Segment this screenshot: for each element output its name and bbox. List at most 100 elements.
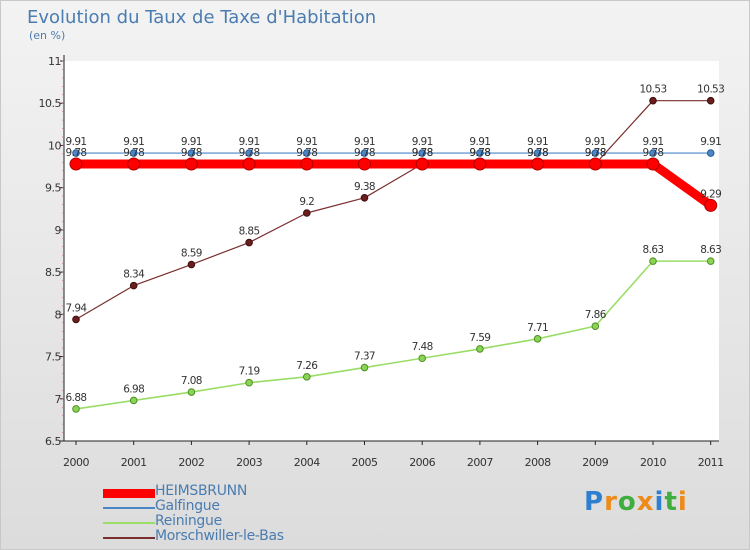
data-point-2-9 — [591, 322, 600, 330]
data-label-1-10: 9.91 — [643, 136, 664, 148]
y-tick-label: 10.5 — [39, 97, 62, 110]
data-point-0-6 — [415, 157, 429, 171]
data-label-2-3: 7.19 — [239, 366, 260, 378]
data-point-0-8 — [531, 157, 545, 171]
y-tick-label: 9 — [55, 224, 62, 237]
legend-label: Morschwiller-le-Bas — [155, 528, 284, 544]
data-point-3-2 — [187, 260, 196, 269]
data-point-1-8 — [533, 149, 542, 157]
data-label-0-8: 9.78 — [527, 147, 548, 159]
data-label-3-7: 9.78 — [469, 147, 490, 159]
data-label-3-1: 8.34 — [123, 269, 145, 281]
data-label-2-2: 7.08 — [181, 375, 202, 387]
data-label-3-3: 8.85 — [239, 226, 260, 238]
chart-title: Evolution du Taux de Taxe d'Habitation — [27, 7, 377, 28]
logo-letter: t — [664, 487, 678, 517]
data-label-0-2: 9.78 — [181, 147, 202, 159]
data-point-2-8 — [533, 335, 542, 343]
data-label-3-11: 10.53 — [697, 84, 724, 96]
y-tick-label: 11 — [48, 55, 61, 68]
data-label-1-6: 9.91 — [412, 136, 433, 148]
data-point-2-5 — [360, 363, 369, 372]
data-label-2-4: 7.26 — [296, 360, 318, 372]
logo-letter: o — [617, 487, 637, 517]
data-label-1-0: 9.91 — [66, 136, 87, 148]
data-point-1-7 — [476, 149, 484, 157]
legend-swatch — [103, 507, 155, 509]
data-point-2-2 — [187, 388, 196, 396]
x-tick-label: 2003 — [236, 456, 262, 469]
data-label-1-5: 9.91 — [354, 136, 375, 148]
data-label-1-8: 9.91 — [527, 136, 548, 148]
data-label-2-9: 7.86 — [585, 309, 607, 321]
data-point-1-0 — [72, 149, 80, 157]
data-label-0-10: 9.78 — [643, 147, 664, 159]
data-point-3-11 — [706, 96, 715, 105]
data-point-0-3 — [242, 157, 256, 171]
x-tick-label: 2009 — [582, 456, 608, 469]
data-point-3-3 — [245, 238, 253, 247]
data-point-0-4 — [300, 157, 314, 171]
data-point-1-2 — [187, 149, 196, 157]
data-label-0-11: 9.29 — [700, 188, 721, 200]
x-tick-label: 2008 — [525, 456, 551, 469]
data-point-3-10 — [649, 96, 657, 105]
data-point-1-10 — [649, 149, 657, 157]
y-tick-label: 7 — [55, 393, 62, 406]
data-label-3-9: 9.78 — [585, 147, 606, 159]
logo-letter: r — [604, 487, 618, 517]
y-tick-label: 7.5 — [45, 351, 61, 364]
data-label-0-6: 9.78 — [412, 147, 433, 159]
legend-label: Galfingue — [155, 498, 220, 514]
x-tick-label: 2005 — [352, 456, 378, 469]
x-tick-label: 2010 — [640, 456, 666, 469]
data-point-3-0 — [72, 315, 80, 324]
data-point-1-5 — [360, 149, 369, 157]
data-point-1-9 — [591, 149, 600, 157]
plot-area — [64, 61, 719, 441]
data-label-1-7: 9.91 — [469, 136, 490, 148]
data-point-2-0 — [72, 405, 80, 413]
legend-swatch — [103, 522, 155, 524]
series-line-3 — [75, 100, 712, 320]
data-point-1-1 — [129, 149, 138, 157]
data-label-0-1: 9.78 — [123, 147, 144, 159]
data-point-2-6 — [418, 354, 427, 363]
y-tick-label: 6.5 — [45, 435, 61, 448]
proxiti-logo: Proxiti — [584, 487, 688, 517]
logo-letter: x — [636, 487, 655, 517]
y-tick-label: 8 — [55, 308, 62, 321]
data-point-0-10 — [646, 157, 660, 171]
data-point-0-7 — [473, 157, 487, 171]
data-point-1-11 — [706, 149, 715, 157]
y-tick-label: 10 — [48, 139, 61, 152]
legend-label: HEIMSBRUNN — [155, 483, 247, 499]
logo-letter: i — [654, 487, 665, 517]
data-point-2-7 — [476, 345, 484, 353]
x-tick-label: 2006 — [409, 456, 435, 469]
data-label-2-5: 7.37 — [354, 351, 375, 363]
data-label-2-0: 6.88 — [66, 392, 87, 404]
data-label-3-6: 9.78 — [412, 147, 433, 159]
x-tick-label: 2000 — [63, 456, 89, 469]
data-point-1-3 — [245, 149, 253, 157]
x-tick-label: 2011 — [698, 456, 724, 469]
data-point-0-5 — [358, 157, 371, 171]
data-label-3-5: 9.38 — [354, 181, 375, 193]
data-label-3-10: 10.53 — [639, 84, 666, 96]
data-point-2-10 — [649, 257, 657, 265]
data-point-3-1 — [129, 281, 138, 290]
data-label-1-4: 9.91 — [296, 136, 317, 148]
data-label-2-1: 6.98 — [123, 383, 144, 395]
series-line-2 — [75, 260, 712, 410]
data-label-0-3: 9.78 — [239, 147, 260, 159]
data-label-2-7: 7.59 — [469, 332, 490, 344]
y-tick-label: 8.5 — [45, 266, 61, 279]
data-label-1-1: 9.91 — [123, 136, 144, 148]
data-point-0-0 — [69, 157, 83, 171]
data-label-0-0: 9.78 — [66, 147, 87, 159]
legend-swatch — [103, 537, 155, 539]
data-label-1-11: 9.91 — [700, 136, 721, 148]
